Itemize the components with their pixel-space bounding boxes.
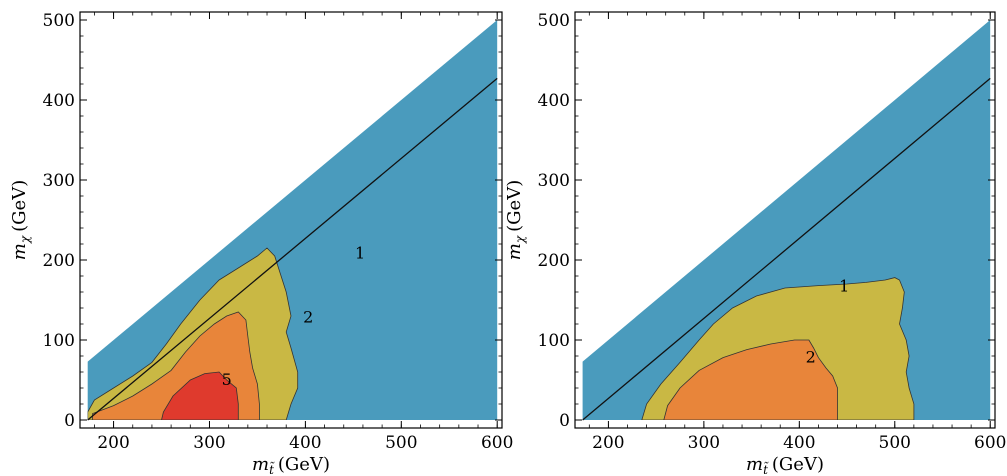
contour-region-level5 — [160, 371, 239, 420]
y-tick-label: 500 — [538, 11, 570, 31]
y-tick-label: 400 — [538, 91, 570, 111]
plot-frame — [574, 11, 996, 429]
x-tick-label: 400 — [289, 433, 321, 453]
contour-label-1: 1 — [355, 244, 365, 263]
x-axis-title: mt̃ (GeV) — [252, 454, 330, 476]
y-axis-title: mχ(GeV) — [9, 180, 32, 260]
y-tick-label: 300 — [538, 171, 570, 191]
plot-frame — [79, 11, 503, 429]
y-tick-label: 300 — [43, 171, 75, 191]
y-tick-label: 100 — [43, 331, 75, 351]
y-tick-label: 400 — [43, 91, 75, 111]
contour-label-1: 1 — [839, 276, 849, 295]
x-tick-label: 300 — [688, 433, 720, 453]
x-tick-label: 500 — [879, 433, 911, 453]
y-tick-label: 0 — [64, 411, 75, 431]
x-tick-label: 300 — [193, 433, 225, 453]
x-tick-label: 200 — [97, 433, 129, 453]
diagonal-line — [87, 77, 498, 421]
contour-label-2: 2 — [806, 348, 816, 367]
y-tick-label: 200 — [538, 251, 570, 271]
right-contour-panel: 1 2 200 300 400 500 600 0 100 200 300 400 500 mt̃ (GeV… — [504, 11, 1006, 476]
x-axis-title: mt̃ (GeV) — [746, 454, 824, 476]
contour-label-5: 5 — [222, 370, 232, 389]
contour-region-level2 — [663, 339, 838, 420]
x-tick-label: 400 — [783, 433, 815, 453]
y-axis-title: mχ(GeV) — [504, 180, 527, 260]
diagonal-line — [582, 77, 991, 421]
y-tick-label: 500 — [43, 11, 75, 31]
y-tick-label: 0 — [559, 411, 570, 431]
x-tick-label: 500 — [385, 433, 417, 453]
x-tick-label: 600 — [481, 433, 513, 453]
y-tick-label: 200 — [43, 251, 75, 271]
x-tick-label: 200 — [592, 433, 624, 453]
left-contour-panel: 1 2 5 200 300 400 500 600 0 100 200 300 400 500 mt̃ (Ge… — [9, 11, 513, 476]
contour-label-2: 2 — [303, 308, 313, 327]
x-tick-label: 600 — [974, 433, 1006, 453]
y-tick-label: 100 — [538, 331, 570, 351]
